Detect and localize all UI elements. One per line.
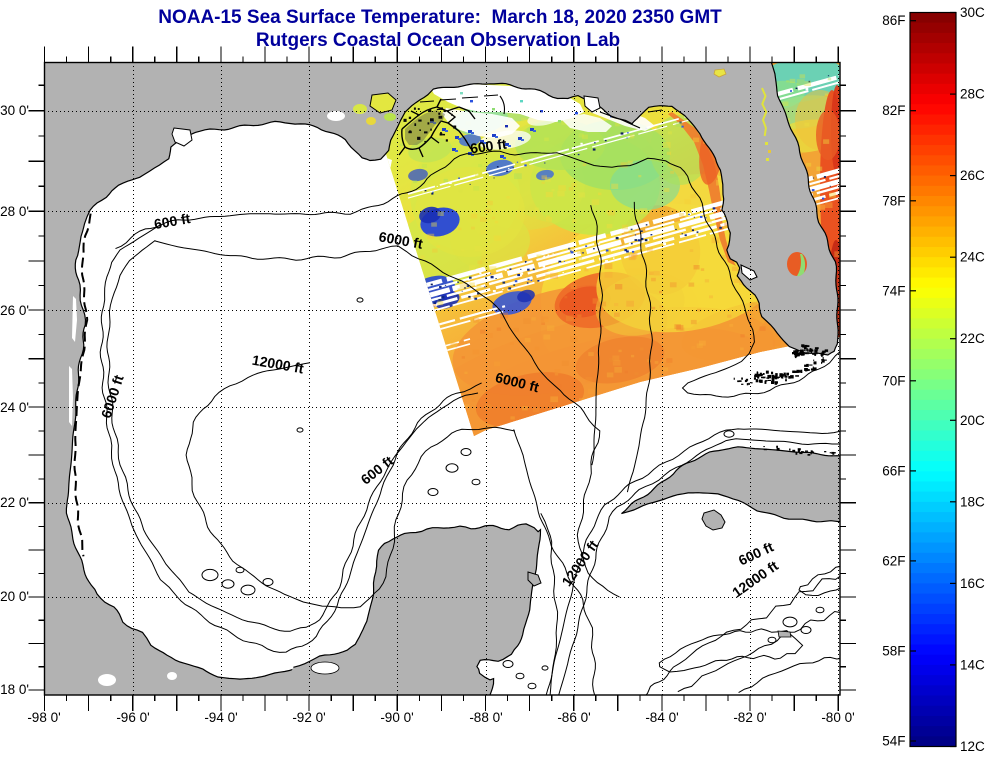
svg-text:20 0': 20 0' bbox=[0, 589, 29, 604]
svg-text:-82 0': -82 0' bbox=[733, 710, 766, 725]
svg-text:82F: 82F bbox=[882, 103, 905, 118]
svg-text:NOAA-15 Sea Surface Temperatur: NOAA-15 Sea Surface Temperature: March 1… bbox=[158, 7, 722, 28]
svg-text:12C: 12C bbox=[960, 739, 985, 754]
svg-text:Rutgers Coastal Ocean Observat: Rutgers Coastal Ocean Observation Lab bbox=[256, 30, 620, 51]
svg-text:-96 0': -96 0' bbox=[116, 710, 149, 725]
svg-text:66F: 66F bbox=[882, 463, 905, 478]
svg-text:-94 0': -94 0' bbox=[204, 710, 237, 725]
svg-text:86F: 86F bbox=[882, 13, 905, 28]
svg-text:-92 0': -92 0' bbox=[292, 710, 325, 725]
svg-text:62F: 62F bbox=[882, 553, 905, 568]
svg-text:26 0': 26 0' bbox=[0, 303, 29, 318]
svg-text:18 0': 18 0' bbox=[0, 682, 29, 697]
svg-text:28C: 28C bbox=[960, 87, 985, 102]
svg-text:-88 0': -88 0' bbox=[469, 710, 502, 725]
svg-text:18C: 18C bbox=[960, 494, 985, 509]
svg-text:30C: 30C bbox=[960, 5, 985, 20]
svg-text:58F: 58F bbox=[882, 644, 905, 659]
svg-text:14C: 14C bbox=[960, 657, 985, 672]
svg-text:-98 0': -98 0' bbox=[27, 710, 60, 725]
svg-text:16C: 16C bbox=[960, 576, 985, 591]
svg-text:600 ft: 600 ft bbox=[469, 136, 508, 157]
svg-text:22 0': 22 0' bbox=[0, 495, 29, 510]
svg-text:6000 ft: 6000 ft bbox=[378, 228, 425, 252]
svg-text:22C: 22C bbox=[960, 331, 985, 346]
svg-text:24 0': 24 0' bbox=[0, 400, 29, 415]
svg-text:24C: 24C bbox=[960, 250, 985, 265]
svg-text:-86 0': -86 0' bbox=[557, 710, 590, 725]
svg-text:-84 0': -84 0' bbox=[645, 710, 678, 725]
svg-text:78F: 78F bbox=[882, 193, 905, 208]
svg-text:-80 0': -80 0' bbox=[821, 710, 854, 725]
svg-text:-90 0': -90 0' bbox=[380, 710, 413, 725]
svg-text:74F: 74F bbox=[882, 283, 905, 298]
svg-text:26C: 26C bbox=[960, 168, 985, 183]
svg-text:600 ft: 600 ft bbox=[153, 210, 192, 232]
svg-text:28 0': 28 0' bbox=[0, 204, 29, 219]
svg-text:54F: 54F bbox=[882, 734, 905, 749]
svg-text:30 0': 30 0' bbox=[0, 103, 29, 118]
svg-text:20C: 20C bbox=[960, 413, 985, 428]
svg-text:70F: 70F bbox=[882, 373, 905, 388]
